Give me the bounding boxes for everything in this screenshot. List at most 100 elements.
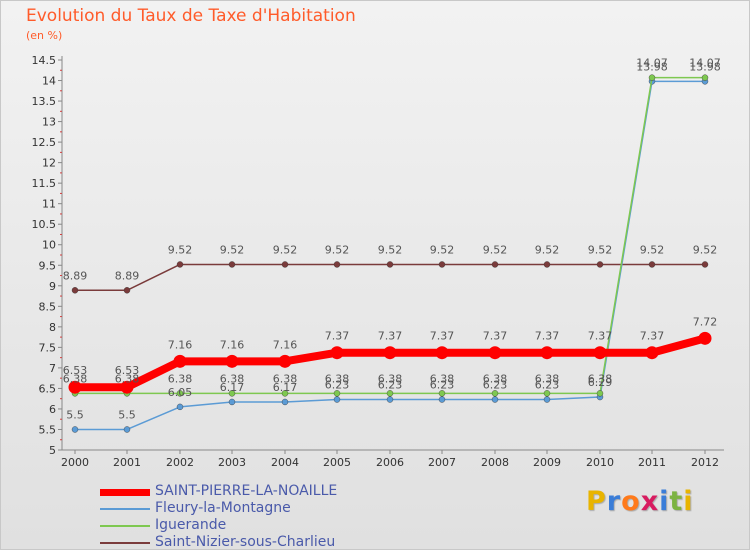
chart-subtitle: (en %)	[26, 29, 63, 42]
data-label: 13.98	[636, 60, 668, 73]
data-point	[386, 396, 394, 403]
x-tick-label: 2002	[166, 456, 194, 469]
data-label: 9.52	[325, 243, 350, 256]
data-label: 7.37	[535, 330, 560, 343]
data-point	[176, 261, 184, 268]
data-point	[543, 390, 551, 397]
x-tick-label: 2009	[533, 456, 561, 469]
x-tick-label: 2012	[691, 456, 719, 469]
data-point	[281, 390, 289, 397]
data-label: 6.38	[273, 372, 298, 385]
data-point	[701, 261, 709, 268]
data-point	[281, 261, 289, 268]
data-point	[488, 346, 502, 360]
data-point	[225, 354, 239, 368]
x-tick-label: 2007	[428, 456, 456, 469]
data-label: 6.23	[378, 379, 403, 392]
data-label: 7.37	[483, 330, 508, 343]
x-tick-label: 2004	[271, 456, 299, 469]
data-point	[123, 426, 131, 433]
data-point	[123, 287, 131, 294]
legend-label: Iguerande	[155, 517, 227, 533]
data-label: 7.37	[325, 330, 350, 343]
x-tick-label: 2003	[218, 456, 246, 469]
legend-swatch	[100, 525, 150, 527]
y-tick-label: 5.5	[39, 423, 57, 436]
y-tick-label: 12.5	[32, 136, 57, 149]
data-point	[438, 390, 446, 397]
data-label: 6.23	[483, 379, 508, 392]
data-point	[435, 346, 449, 360]
data-label: 6.05	[168, 386, 193, 399]
data-label: 6.38	[588, 372, 613, 385]
data-point	[176, 390, 184, 397]
data-label: 6.38	[483, 372, 508, 385]
data-point	[698, 331, 712, 345]
data-label: 14.07	[636, 57, 668, 70]
chart-title: Evolution du Taux de Taxe d'Habitation	[26, 6, 356, 26]
legend-swatch	[100, 508, 150, 510]
x-tick-label: 2008	[481, 456, 509, 469]
data-point	[330, 346, 344, 360]
y-tick-label: 9.5	[39, 259, 57, 272]
data-point	[543, 396, 551, 403]
y-tick-label: 8	[49, 321, 56, 334]
data-point	[176, 403, 184, 411]
y-tick-label: 6	[49, 403, 56, 416]
legend-label: Saint-Nizier-sous-Charlieu	[155, 534, 336, 550]
x-tick-label: 2006	[376, 456, 404, 469]
x-tick-label: 2000	[61, 456, 89, 469]
data-label: 9.52	[588, 243, 613, 256]
data-label: 6.38	[378, 372, 403, 385]
data-label: 6.17	[220, 381, 245, 394]
data-point	[491, 390, 499, 397]
data-point	[278, 354, 292, 368]
proxiti-logo[interactable]: Proxiti	[586, 486, 694, 517]
data-point	[71, 287, 79, 294]
y-tick-label: 7.5	[39, 341, 57, 354]
data-label: 7.16	[220, 338, 245, 351]
y-tick-label: 6.5	[39, 382, 57, 395]
data-label: 6.23	[325, 379, 350, 392]
data-label: 6.17	[273, 381, 298, 394]
x-tick-label: 2011	[638, 456, 666, 469]
logo-letter: x	[640, 486, 660, 517]
data-point	[333, 261, 341, 268]
data-label: 6.38	[325, 372, 350, 385]
data-label: 6.38	[535, 372, 560, 385]
legend-swatch	[100, 489, 150, 496]
x-tick-label: 2005	[323, 456, 351, 469]
data-label: 13.98	[689, 60, 721, 73]
data-label: 7.37	[640, 330, 665, 343]
data-point	[228, 398, 236, 406]
y-tick-label: 11.5	[32, 177, 57, 190]
data-point	[491, 261, 499, 268]
data-label: 9.52	[220, 243, 245, 256]
data-label: 6.23	[535, 379, 560, 392]
data-label: 7.72	[693, 315, 718, 328]
data-label: 9.52	[273, 243, 298, 256]
logo-letter: P	[586, 486, 607, 517]
x-tick-label: 2010	[586, 456, 614, 469]
data-label: 6.53	[63, 364, 88, 377]
data-point	[438, 261, 446, 268]
y-tick-label: 14.5	[32, 54, 57, 67]
data-point	[281, 398, 289, 406]
data-label: 6.38	[430, 372, 455, 385]
data-label: 7.37	[588, 330, 613, 343]
data-label: 6.38	[220, 372, 245, 385]
x-tick-label: 2001	[113, 456, 141, 469]
data-label: 9.52	[693, 243, 718, 256]
y-tick-label: 5	[49, 444, 56, 457]
data-point	[68, 380, 82, 394]
data-label: 9.52	[483, 243, 508, 256]
data-point	[593, 346, 607, 360]
data-point	[333, 396, 341, 403]
data-point	[333, 390, 341, 397]
logo-letter: i	[659, 486, 670, 517]
legend-label: SAINT-PIERRE-LA-NOAILLE	[155, 483, 338, 499]
data-label: 8.89	[63, 269, 88, 282]
data-point	[386, 390, 394, 397]
data-label: 6.23	[430, 379, 455, 392]
